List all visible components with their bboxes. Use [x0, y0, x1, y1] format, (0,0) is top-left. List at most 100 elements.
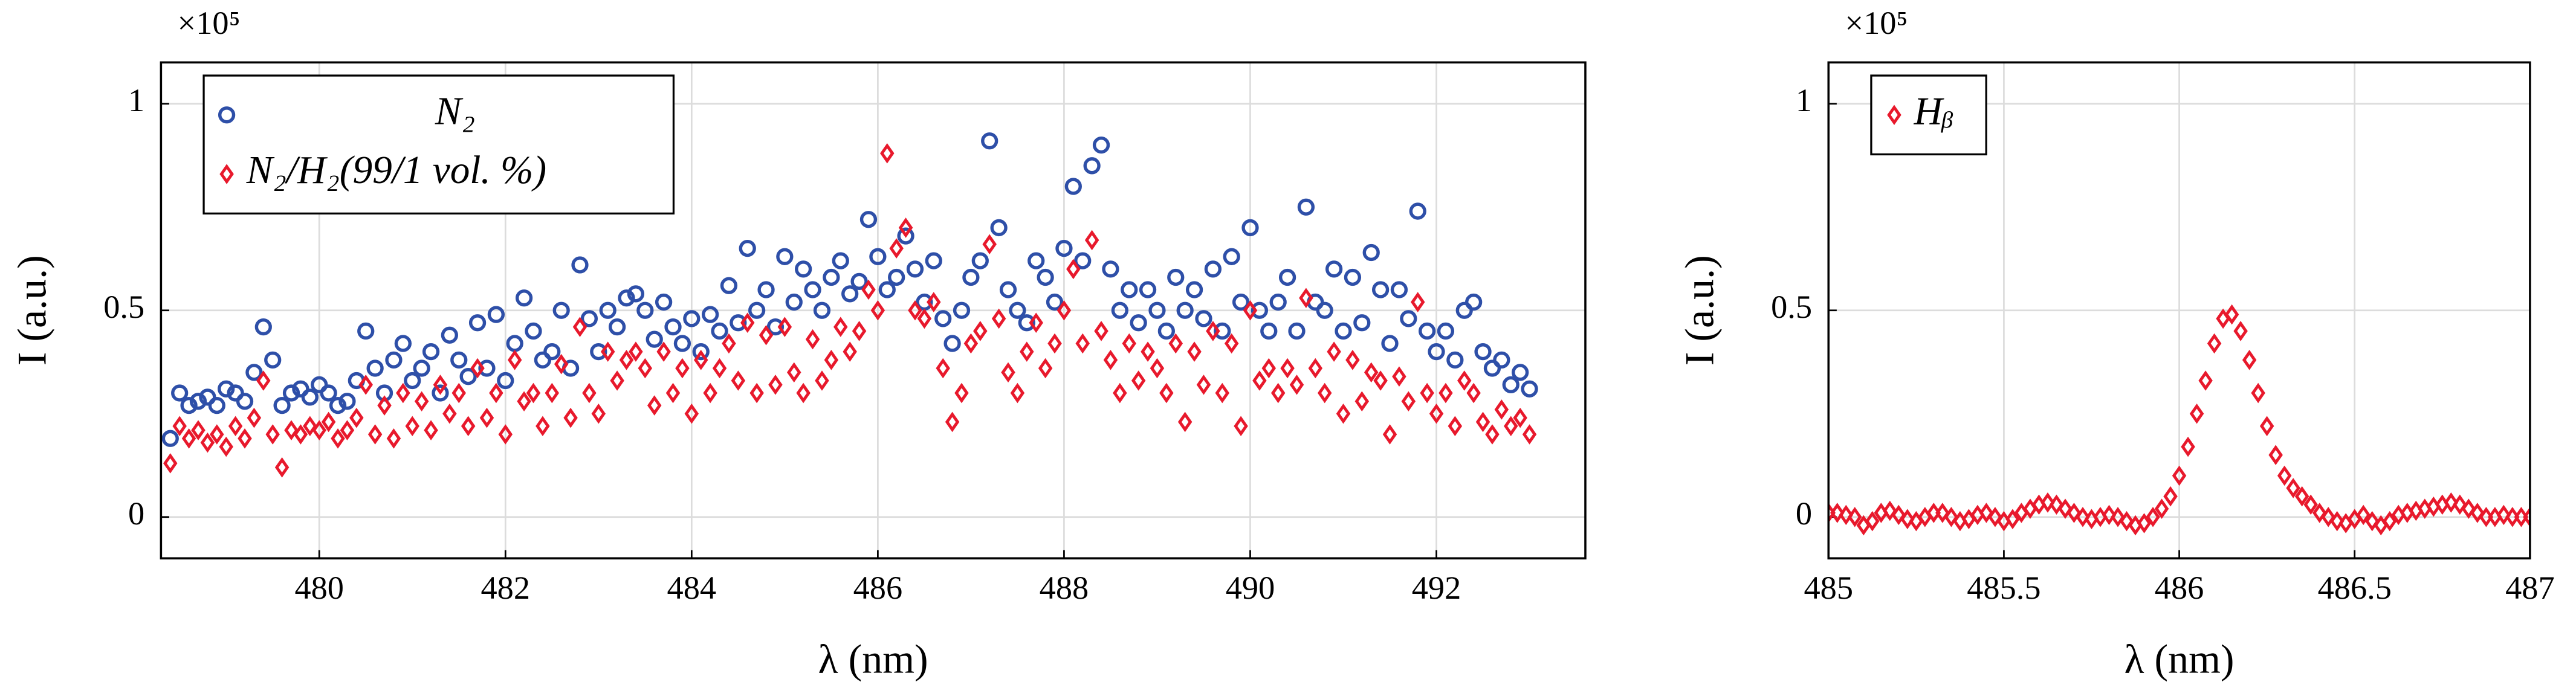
- point: [1401, 391, 1416, 412]
- x-tick-label: 485.5: [1967, 570, 2040, 606]
- point: [245, 364, 263, 381]
- point: [618, 289, 635, 307]
- point: [852, 321, 867, 341]
- point: [1057, 300, 1072, 321]
- point: [563, 407, 578, 428]
- point: [497, 372, 514, 390]
- x-tick-label: 486.5: [2318, 570, 2392, 606]
- point: [1102, 260, 1119, 278]
- point: [1382, 424, 1397, 445]
- point: [163, 453, 178, 474]
- x-tick-label: 490: [1226, 570, 1275, 606]
- point: [1083, 157, 1101, 175]
- point: [813, 301, 831, 319]
- point: [1297, 198, 1315, 216]
- point: [2198, 370, 2213, 391]
- point: [1232, 293, 1250, 311]
- point: [1289, 375, 1304, 395]
- point: [200, 432, 215, 453]
- point: [1371, 281, 1390, 298]
- point: [2470, 503, 2485, 523]
- point: [181, 428, 196, 449]
- point: [2523, 507, 2530, 527]
- point: [787, 362, 801, 383]
- point: [897, 227, 914, 245]
- point: [247, 407, 262, 428]
- point: [1075, 333, 1090, 354]
- point: [1224, 333, 1239, 354]
- point: [1429, 403, 1444, 424]
- point: [731, 370, 746, 391]
- point: [470, 358, 485, 379]
- axes-frame: [1827, 61, 2531, 559]
- point: [1848, 507, 1862, 527]
- point: [1373, 370, 1388, 391]
- point: [740, 312, 755, 333]
- point: [366, 359, 384, 377]
- point: [1354, 391, 1370, 412]
- point: [908, 300, 922, 321]
- point: [218, 380, 235, 398]
- point: [1299, 288, 1313, 308]
- point: [1092, 136, 1110, 154]
- point: [367, 424, 383, 445]
- point: [507, 350, 522, 370]
- x-axis-label: λ (nm): [2125, 636, 2235, 682]
- point: [832, 252, 849, 269]
- point: [739, 239, 756, 257]
- point: [1410, 292, 1425, 312]
- point: [545, 382, 560, 404]
- point: [1362, 243, 1380, 262]
- point: [1280, 358, 1295, 379]
- point: [1428, 343, 1445, 361]
- point: [906, 260, 924, 278]
- point: [925, 252, 942, 269]
- point: [1392, 366, 1406, 387]
- point: [859, 211, 878, 228]
- point: [571, 256, 589, 274]
- point: [1474, 343, 1492, 361]
- point: [748, 301, 766, 319]
- point: [536, 416, 550, 437]
- point: [1438, 382, 1453, 404]
- point: [2277, 465, 2292, 486]
- point: [2102, 504, 2117, 526]
- point: [1148, 301, 1166, 319]
- point: [2242, 350, 2257, 370]
- point: [1252, 370, 1267, 391]
- point: [777, 317, 792, 337]
- point: [1420, 382, 1434, 404]
- point: [282, 384, 300, 402]
- point: [580, 310, 598, 327]
- point: [1335, 322, 1352, 340]
- point: [274, 457, 290, 478]
- point: [647, 395, 662, 416]
- point: [2163, 486, 2178, 507]
- point: [2321, 507, 2335, 527]
- point: [2259, 416, 2274, 437]
- point: [1437, 322, 1455, 340]
- point: [1141, 341, 1155, 362]
- point: [572, 317, 587, 337]
- point: [2207, 333, 2222, 354]
- point: [357, 322, 375, 340]
- point: [478, 359, 496, 377]
- point: [461, 416, 476, 437]
- point: [1466, 382, 1481, 404]
- point: [340, 420, 355, 440]
- point: [1157, 322, 1175, 340]
- point: [1111, 301, 1128, 319]
- point: [1010, 382, 1025, 404]
- point: [1521, 380, 1538, 398]
- point: [711, 322, 728, 340]
- point: [1465, 293, 1483, 311]
- point: [1448, 416, 1463, 437]
- point: [636, 301, 654, 319]
- point: [2383, 511, 2397, 532]
- point: [1483, 359, 1501, 377]
- point: [730, 314, 747, 332]
- point: [2312, 503, 2327, 523]
- point: [433, 375, 448, 395]
- point: [1891, 504, 1906, 526]
- point: [749, 382, 764, 404]
